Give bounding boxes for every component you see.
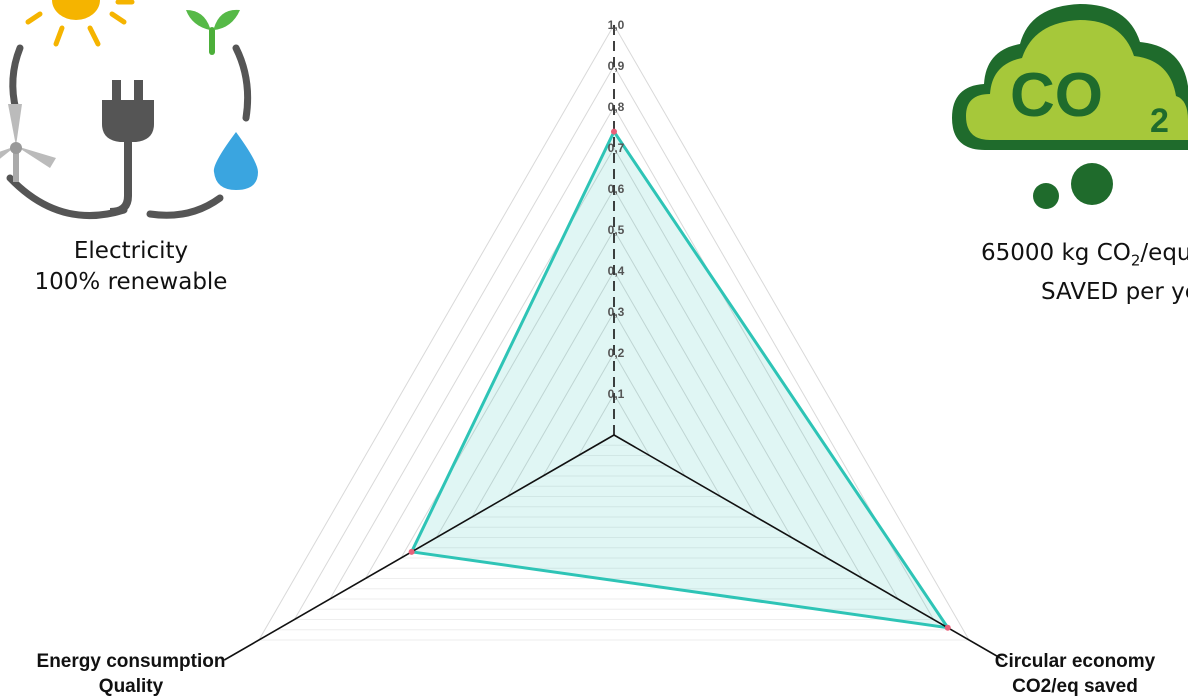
tick-label-3: 0,3 xyxy=(608,305,625,319)
data-point-1 xyxy=(611,128,617,135)
tick-label-9: 0,9 xyxy=(608,59,625,73)
data-point-3 xyxy=(944,624,951,631)
co2-caption: 65000 kg CO2/equiv SAVED per yea xyxy=(950,238,1188,308)
axis-label-energy-line-1: Energy consumption xyxy=(36,651,226,672)
electricity-line-1: Electricity xyxy=(73,238,189,264)
data-point-2 xyxy=(408,548,415,555)
axis-label-circular-line-2: CO2/eq saved xyxy=(1012,676,1138,697)
co2-cloud-icon xyxy=(952,4,1188,209)
co2-line-2: SAVED per yea xyxy=(1041,278,1188,305)
tick-label-5: 0,5 xyxy=(608,223,625,237)
water-drop-icon xyxy=(213,132,258,190)
tick-label-4: 0,4 xyxy=(608,264,625,278)
radar-points xyxy=(408,128,951,631)
renewable-electricity-icon xyxy=(0,0,258,219)
co2-line-1-prefix: 65000 kg CO xyxy=(981,240,1131,266)
tick-label-8: 0,8 xyxy=(608,100,625,114)
sun-icon xyxy=(25,0,135,47)
axis-label-circular-economy: Circular economy CO2/eq saved xyxy=(962,649,1188,699)
tick-label-7: 0,7 xyxy=(608,141,625,155)
co2-badge-text: CO xyxy=(1010,61,1103,130)
wind-turbine-icon xyxy=(0,104,56,182)
electricity-caption: Electricity 100% renewable xyxy=(0,236,262,298)
co2-line-1-subscript: 2 xyxy=(1130,251,1141,270)
radar-grid xyxy=(258,24,970,641)
co2-line-1: 65000 kg CO2/equiv xyxy=(950,238,1188,277)
series-area xyxy=(409,128,951,630)
co2-line-1-suffix: /equiv xyxy=(1140,240,1188,266)
tick-label-2: 0,2 xyxy=(608,346,625,360)
axis-line-2 xyxy=(223,434,615,661)
co2-badge-subscript: 2 xyxy=(1150,102,1169,140)
axis-label-circular-line-1: Circular economy xyxy=(994,651,1156,672)
radar-tick-labels: 0,1 0,2 0,3 0,4 0,5 0,6 0,7 0,8 0,9 1,0 xyxy=(608,18,625,401)
radar-series xyxy=(409,128,951,630)
electricity-line-2: 100% renewable xyxy=(34,269,228,295)
tick-label-6: 0,6 xyxy=(608,182,625,196)
sprout-icon xyxy=(186,9,240,55)
axis-label-energy-consumption: Energy consumption Quality xyxy=(0,649,262,699)
tick-label-10: 1,0 xyxy=(608,18,625,32)
plug-icon xyxy=(102,80,154,216)
axis-line-3 xyxy=(613,434,1005,661)
axis-label-energy-line-2: Quality xyxy=(98,676,164,697)
tick-label-1: 0,1 xyxy=(608,387,625,401)
radar-axes xyxy=(223,25,1005,661)
